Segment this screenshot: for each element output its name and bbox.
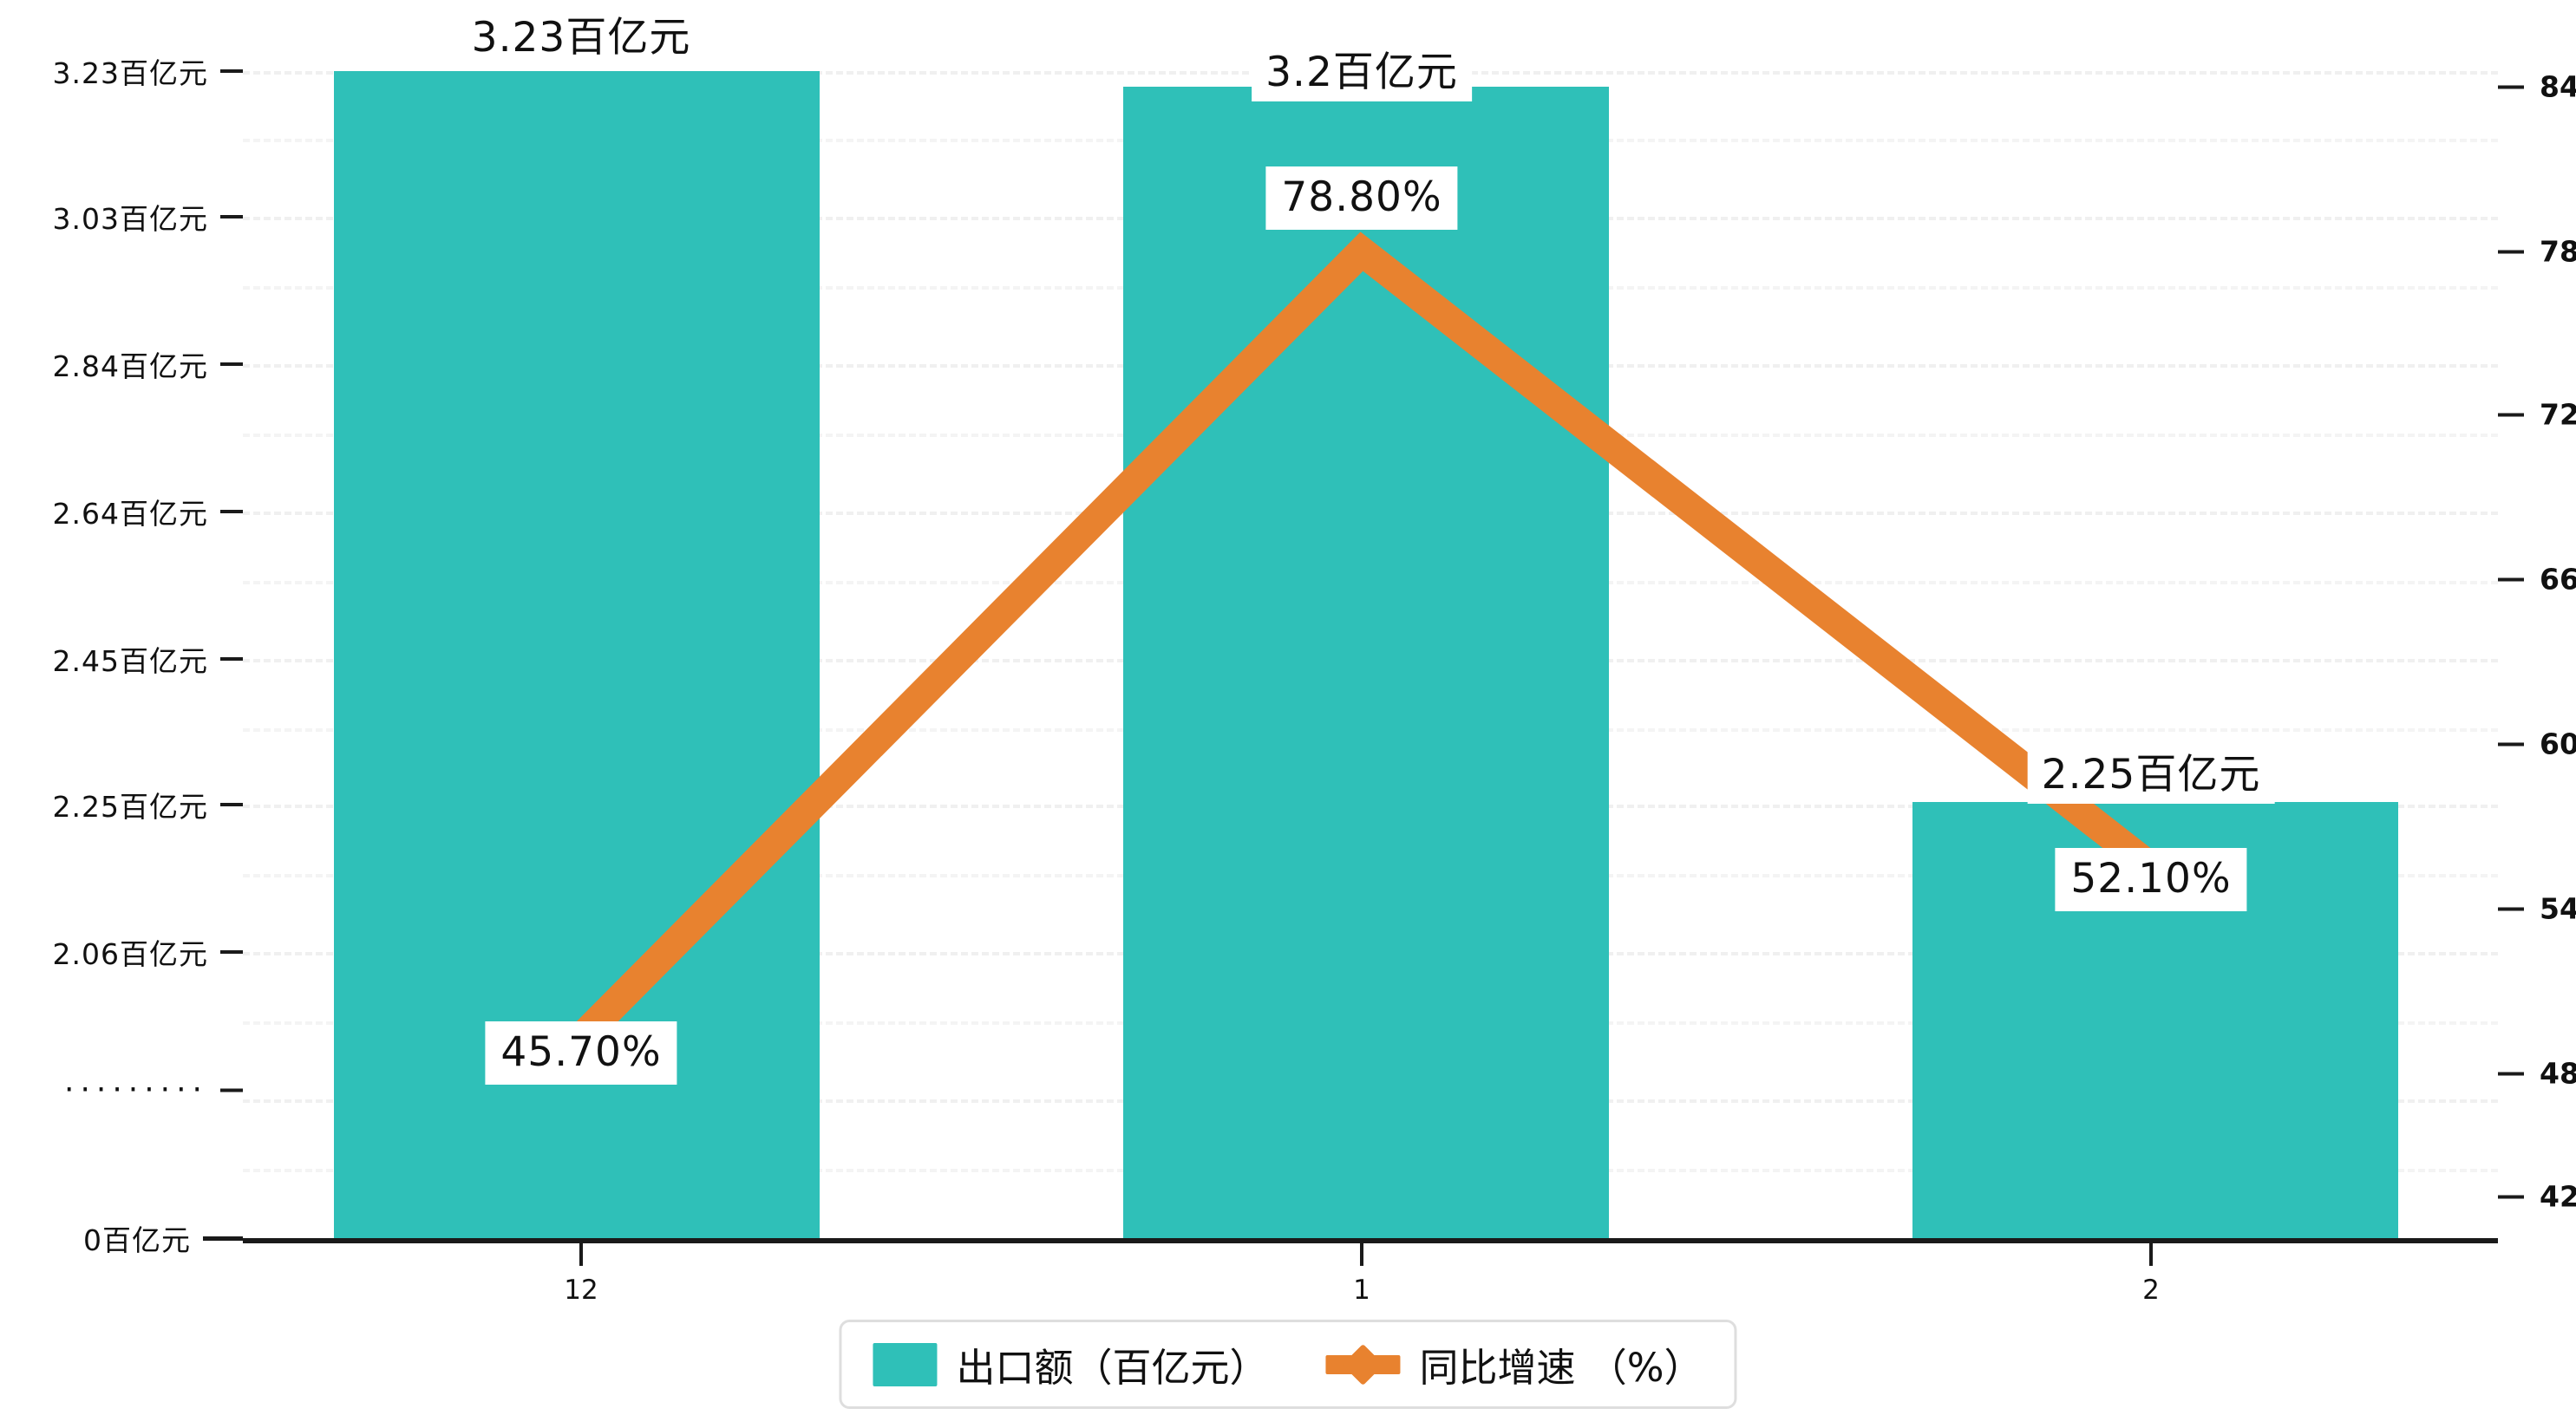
x-tick-mark-2 bbox=[2149, 1243, 2153, 1266]
y-left-tick-label-5: 2.25百亿元 bbox=[52, 790, 208, 824]
y-left-tick-label-1: 3.03百亿元 bbox=[52, 202, 208, 236]
y-right-tick-3: 66 bbox=[2498, 563, 2576, 597]
y-right-tick-dash-3 bbox=[2498, 577, 2524, 581]
y-right-tick-5: 54 bbox=[2498, 892, 2576, 926]
y-left-tick-dash-5 bbox=[220, 803, 243, 806]
y-right-tick-label-1: 78 bbox=[2540, 234, 2576, 269]
y-left-tick-5: 2.25百亿元 bbox=[53, 784, 243, 825]
y-left-tick-dash-7 bbox=[220, 1088, 243, 1092]
y-left-tick-1: 3.03百亿元 bbox=[53, 196, 243, 238]
legend-bar-swatch-icon bbox=[873, 1342, 938, 1386]
y-right-tick-7: 42 bbox=[2498, 1180, 2576, 1214]
y-right-tick-dash-5 bbox=[2498, 907, 2524, 910]
x-tick-label-2: 2 bbox=[2142, 1275, 2160, 1306]
y-left-tick-label-6: 2.06百亿元 bbox=[52, 937, 208, 971]
y-right-tick-1: 78 bbox=[2498, 235, 2576, 269]
y-left-tick-dash-3 bbox=[220, 510, 243, 513]
y-left-tick-3: 2.64百亿元 bbox=[53, 491, 243, 532]
y-left-tick-dash-0 bbox=[220, 69, 243, 73]
legend-label-line: 同比增速 （%） bbox=[1419, 1345, 1703, 1391]
y-left-tick-label-2: 2.84百亿元 bbox=[52, 349, 208, 383]
y-right-tick-dash-7 bbox=[2498, 1195, 2524, 1198]
y-right-tick-label-6: 48 bbox=[2540, 1056, 2576, 1091]
y-right-tick-label-0: 84 bbox=[2540, 69, 2576, 104]
y-left-tick-label-7: ········· bbox=[64, 1072, 208, 1108]
y-right-tick-label-4: 60 bbox=[2540, 727, 2576, 761]
y-right-tick-dash-1 bbox=[2498, 250, 2524, 253]
y-left-tick-2: 2.84百亿元 bbox=[53, 343, 243, 385]
x-axis-line bbox=[243, 1238, 2498, 1243]
y-right-tick-dash-0 bbox=[2498, 85, 2524, 88]
legend-item-bar[interactable]: 出口额（百亿元） bbox=[873, 1336, 1268, 1392]
line-value-label-0: 45.70% bbox=[485, 1021, 677, 1085]
y-right-tick-dash-2 bbox=[2498, 413, 2524, 416]
y-left-tick-dash-6 bbox=[220, 950, 243, 954]
chart-legend: 出口额（百亿元） 同比增速 （%） bbox=[839, 1320, 1737, 1409]
y-left-tick-4: 2.45百亿元 bbox=[53, 638, 243, 680]
x-tick-label-1: 1 bbox=[1353, 1275, 1370, 1306]
bar-value-label-0: 3.23百亿元 bbox=[457, 10, 705, 67]
legend-line-swatch-icon bbox=[1325, 1343, 1401, 1386]
y-right-tick-label-3: 66 bbox=[2540, 562, 2576, 597]
y-right-tick-6: 48 bbox=[2498, 1057, 2576, 1091]
y-left-tick-dash-8 bbox=[203, 1236, 243, 1241]
y-right-tick-dash-4 bbox=[2498, 742, 2524, 746]
y-left-tick-0: 3.23百亿元 bbox=[53, 50, 243, 92]
y-right-tick-2: 72 bbox=[2498, 398, 2576, 432]
y-left-tick-dash-2 bbox=[220, 362, 243, 366]
x-tick-mark-0 bbox=[579, 1243, 583, 1266]
y-left-tick-label-4: 2.45百亿元 bbox=[52, 644, 208, 678]
y-left-axis-break: ········· bbox=[64, 1073, 243, 1108]
x-tick-mark-1 bbox=[1360, 1243, 1363, 1266]
y-right-tick-0: 84 bbox=[2498, 70, 2576, 104]
y-right-tick-label-2: 72 bbox=[2540, 397, 2576, 432]
y-right-tick-label-5: 54 bbox=[2540, 891, 2576, 926]
line-value-label-2: 52.10% bbox=[2055, 848, 2247, 911]
y-right-tick-dash-6 bbox=[2498, 1072, 2524, 1075]
bar-series-1[interactable] bbox=[1123, 87, 1609, 1238]
y-left-tick-dash-1 bbox=[220, 215, 243, 218]
x-tick-label-0: 12 bbox=[564, 1275, 598, 1306]
y-left-tick-label-3: 2.64百亿元 bbox=[52, 497, 208, 531]
y-left-tick-6: 2.06百亿元 bbox=[53, 931, 243, 973]
bar-value-label-2: 2.25百亿元 bbox=[2027, 747, 2275, 804]
legend-item-line[interactable]: 同比增速 （%） bbox=[1325, 1336, 1703, 1392]
y-left-tick-label-0: 3.23百亿元 bbox=[52, 56, 208, 90]
y-left-tick-8: 0百亿元 bbox=[83, 1217, 243, 1259]
y-left-tick-dash-4 bbox=[220, 657, 243, 661]
y-axis-right: 84 78 72 66 60 54 48 42 bbox=[2498, 0, 2576, 1415]
line-value-label-1: 78.80% bbox=[1265, 166, 1458, 230]
legend-label-bar: 出口额（百亿元） bbox=[956, 1345, 1269, 1391]
y-right-tick-label-7: 42 bbox=[2540, 1179, 2576, 1214]
bar-value-label-1: 3.2百亿元 bbox=[1252, 45, 1472, 101]
y-left-tick-label-8: 0百亿元 bbox=[83, 1223, 191, 1257]
y-axis-left: 3.23百亿元 3.03百亿元 2.84百亿元 2.64百亿元 2.45百亿元 … bbox=[0, 0, 243, 1415]
y-right-tick-4: 60 bbox=[2498, 727, 2576, 761]
